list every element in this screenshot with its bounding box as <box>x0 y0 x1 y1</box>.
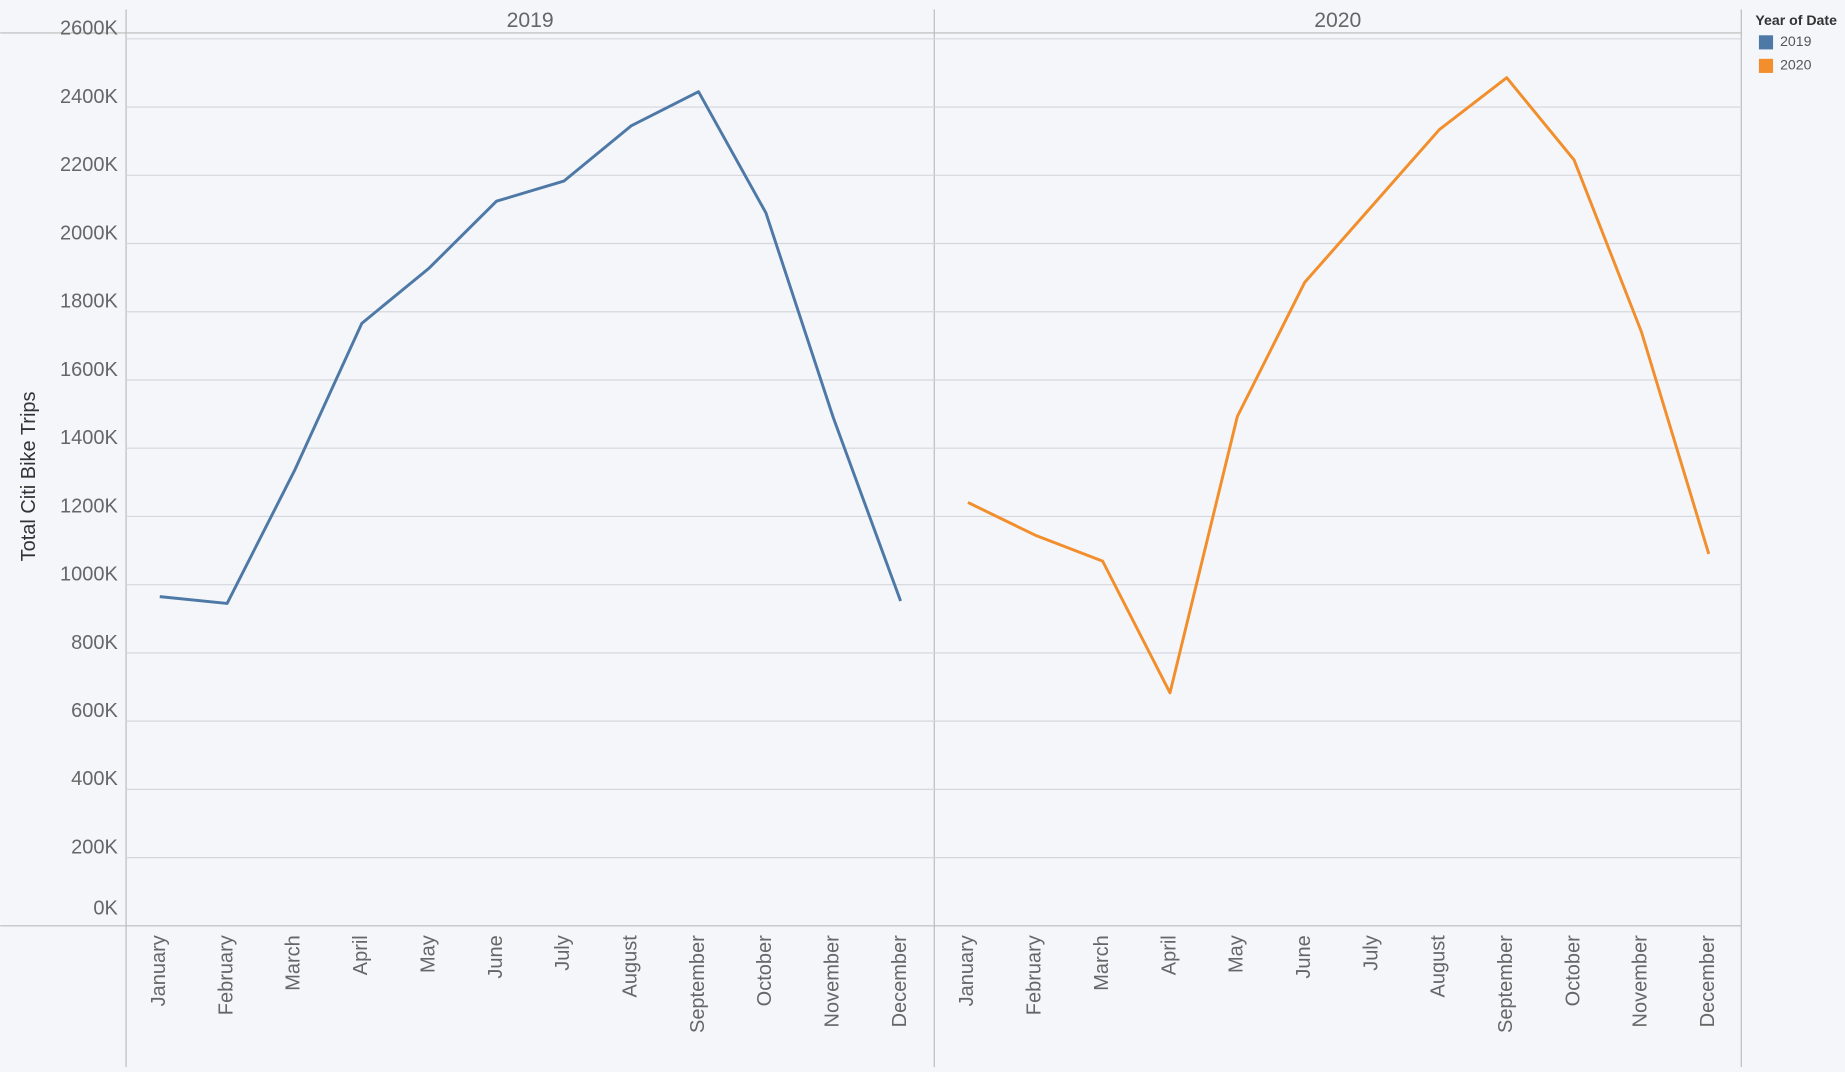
x-tick-label: May <box>417 935 439 973</box>
x-tick-label: September <box>687 935 709 1033</box>
y-tick-label: 600K <box>71 700 118 722</box>
y-tick-label: 800K <box>71 632 118 654</box>
y-tick-label: 2400K <box>60 86 118 108</box>
legend-label: 2019 <box>1780 33 1812 49</box>
y-tick-label: 1800K <box>60 291 118 313</box>
x-tick-label: March <box>283 935 305 991</box>
x-tick-label: May <box>1226 935 1248 973</box>
x-tick-label: March <box>1091 935 1113 991</box>
x-tick-label: June <box>485 935 507 978</box>
y-tick-label: 1200K <box>60 495 118 517</box>
x-tick-label: September <box>1495 935 1517 1033</box>
y-tick-label: 1600K <box>60 359 118 381</box>
x-tick-label: July <box>552 935 574 971</box>
x-tick-label: August <box>619 935 641 998</box>
y-tick-label: 400K <box>71 768 118 790</box>
x-tick-label: February <box>215 935 237 1015</box>
legend-swatch <box>1758 35 1774 50</box>
legend-title: Year of Date <box>1755 12 1837 28</box>
x-tick-label: October <box>754 935 776 1006</box>
y-tick-label: 0K <box>93 898 118 920</box>
y-tick-label: 2000K <box>60 222 118 244</box>
x-tick-label: January <box>148 935 170 1006</box>
y-tick-label: 2200K <box>60 154 118 176</box>
x-tick-label: November <box>1630 935 1652 1028</box>
pane-header: 2020 <box>1314 9 1361 32</box>
y-tick-label: 2600K <box>60 18 118 40</box>
y-tick-label: 1000K <box>60 564 118 586</box>
x-tick-label: December <box>889 935 911 1028</box>
x-tick-label: August <box>1428 935 1450 998</box>
x-tick-label: October <box>1562 935 1584 1006</box>
y-tick-label: 200K <box>71 836 118 858</box>
legend-label: 2020 <box>1780 57 1812 73</box>
y-axis-label: Total Citi Bike Trips <box>18 391 40 561</box>
x-tick-label: January <box>956 935 978 1006</box>
legend-swatch <box>1758 58 1774 73</box>
x-tick-label: November <box>822 935 844 1028</box>
x-tick-label: December <box>1697 935 1719 1028</box>
x-tick-label: April <box>350 935 372 975</box>
pane-header: 2019 <box>507 9 554 32</box>
series-line <box>159 90 902 605</box>
series-line <box>967 76 1711 695</box>
x-tick-label: February <box>1024 935 1046 1015</box>
x-tick-label: April <box>1158 935 1180 975</box>
x-tick-label: July <box>1360 935 1382 971</box>
y-tick-label: 1400K <box>60 427 118 449</box>
x-tick-label: June <box>1293 935 1315 978</box>
